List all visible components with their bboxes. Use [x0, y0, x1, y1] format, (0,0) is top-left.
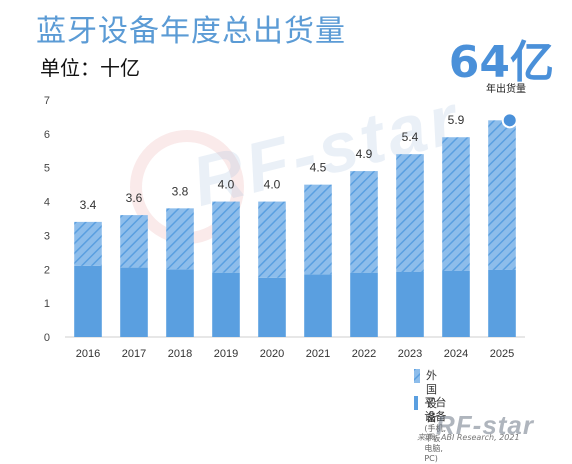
bar-external-2022	[350, 171, 378, 273]
highlight-marker	[501, 112, 518, 129]
bar-platform-2023	[396, 271, 424, 337]
data-label-total: 4.0	[218, 178, 235, 192]
data-label-total: 5.9	[448, 113, 465, 127]
x-tick-label: 2016	[76, 348, 100, 360]
chart-title: 蓝牙设备年度总出货量	[36, 14, 346, 49]
bar-external-2020	[258, 201, 286, 278]
highlight-value: 64亿	[448, 37, 554, 88]
data-label-total: 4.5	[310, 161, 327, 175]
x-tick-label: 2019	[214, 348, 238, 360]
y-tick-label: 3	[44, 230, 50, 242]
corner-logo: RF-star	[436, 410, 535, 440]
x-tick-label: 2025	[490, 348, 514, 360]
bar-platform-2024	[442, 270, 470, 337]
bar-platform-2020	[258, 277, 286, 337]
x-tick-label: 2022	[352, 348, 376, 360]
bar-chart: 0 1 2 3 4 5 6 7 2016 3.4 2017 3.6 2018 3.8 2019 4.0 202…	[44, 95, 525, 360]
x-tick-label: 2017	[122, 348, 146, 360]
data-label-total: 5.4	[402, 130, 419, 144]
legend-swatch-platform	[414, 396, 419, 410]
x-tick-label: 2021	[306, 348, 330, 360]
highlight-caption: 年出货量	[486, 84, 526, 95]
data-label-total: 3.6	[126, 191, 143, 205]
bar-external-2021	[304, 184, 332, 275]
x-tick-label: 2024	[444, 348, 468, 360]
unit-label: 单位：十亿	[40, 56, 140, 80]
data-label-total: 3.8	[172, 184, 189, 198]
x-tick-label: 2018	[168, 348, 192, 360]
y-tick-label: 6	[44, 129, 50, 141]
bar-external-2017	[120, 215, 148, 268]
bar-platform-2021	[304, 274, 332, 337]
x-tick-label: 2023	[398, 348, 422, 360]
bar-platform-2022	[350, 272, 378, 337]
bar-external-2018	[166, 208, 194, 270]
x-tick-label: 2020	[260, 348, 284, 360]
legend-label-platform: 平台设备	[424, 396, 447, 423]
bar-external-2025	[488, 120, 516, 270]
y-tick-label: 2	[44, 264, 50, 276]
source-note: 来源：ABI Research, 2021	[417, 433, 520, 442]
y-tick-label: 4	[44, 197, 50, 209]
legend-swatch-external	[414, 369, 421, 383]
bar-platform-2025	[488, 269, 516, 337]
bar-platform-2019	[212, 272, 240, 337]
bar-external-2024	[442, 137, 470, 271]
y-tick-label: 7	[44, 95, 50, 107]
bar-external-2016	[74, 221, 102, 266]
bar-external-2023	[396, 154, 424, 272]
bar-platform-2018	[166, 269, 194, 337]
y-tick-label: 1	[44, 298, 50, 310]
data-label-total: 4.0	[264, 178, 281, 192]
bar-external-2019	[212, 201, 240, 273]
legend-item-external: 外国设备	[414, 369, 445, 425]
bar-platform-2017	[120, 267, 148, 337]
data-label-total: 3.4	[80, 198, 97, 212]
data-label-total: 4.9	[356, 147, 373, 161]
legend-label-external: 外国设备	[426, 369, 438, 424]
bar-platform-2016	[74, 265, 102, 337]
y-tick-label: 5	[44, 163, 50, 175]
y-tick-label: 0	[44, 332, 50, 344]
